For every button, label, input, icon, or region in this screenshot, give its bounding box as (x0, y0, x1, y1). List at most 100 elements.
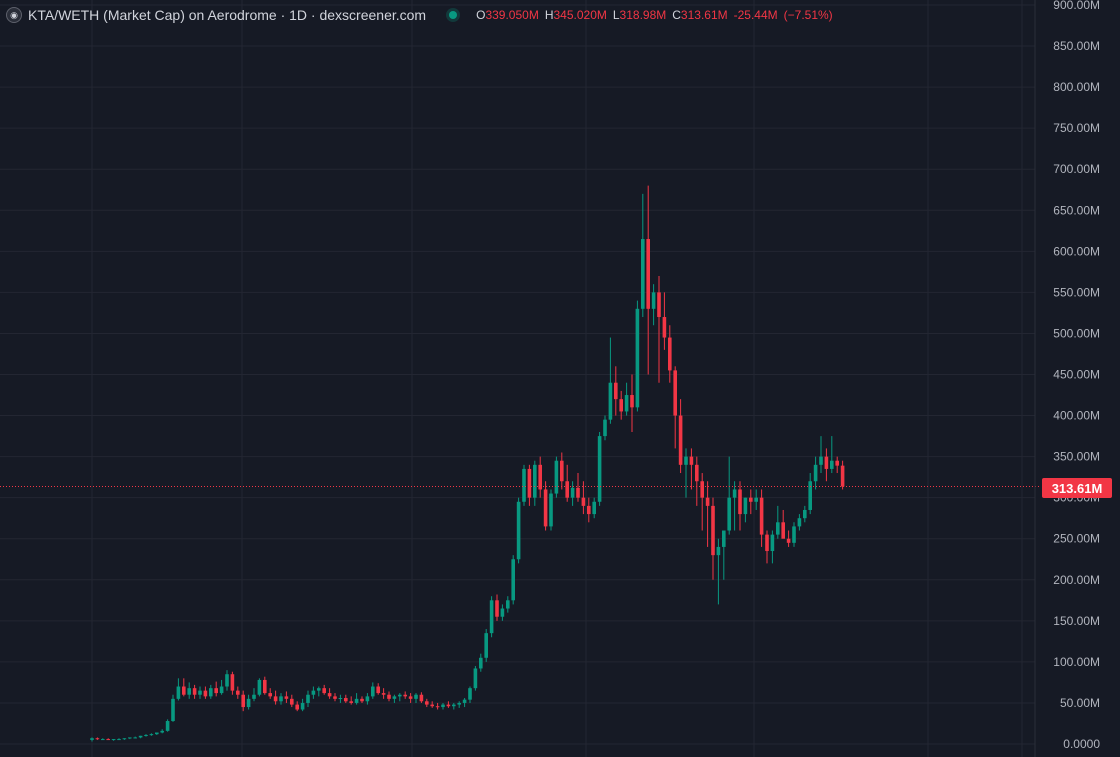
candle (641, 193, 645, 318)
candle-body (225, 674, 229, 687)
candle (452, 702, 456, 710)
candle (349, 696, 353, 705)
candle-body (592, 501, 596, 515)
chart-title: KTA/WETH (Market Cap) on Aerodrome · 1D … (28, 7, 427, 23)
candle (560, 452, 564, 490)
candle-body (705, 497, 710, 506)
candle (549, 489, 553, 531)
candle-body (722, 530, 726, 547)
candle (711, 497, 715, 580)
candle (360, 696, 364, 703)
candle-body (133, 737, 137, 739)
candle-body (408, 696, 413, 699)
candle-body (106, 739, 110, 741)
candle (489, 596, 494, 638)
candle (700, 473, 704, 531)
live-status-dot-icon (446, 8, 460, 22)
candle-body (425, 701, 429, 705)
change-value: -25.44M (733, 8, 778, 22)
candle (630, 374, 634, 432)
candle-body (603, 419, 607, 437)
y-tick-label: 50.00M (1060, 696, 1100, 710)
y-tick-label: 250.00M (1053, 532, 1100, 546)
candle (770, 530, 775, 564)
candle (290, 694, 294, 708)
candle (705, 481, 710, 547)
candle (684, 448, 688, 498)
candle-body (306, 694, 310, 703)
candle (381, 688, 386, 699)
candle (365, 693, 370, 705)
candle (338, 694, 343, 703)
candle (138, 735, 143, 739)
candle-body (360, 698, 364, 702)
candle-body (840, 465, 845, 487)
candle (306, 690, 310, 708)
candle (668, 325, 672, 383)
candle (678, 399, 683, 474)
candle-body (738, 489, 742, 515)
candle-body (506, 600, 510, 609)
candle (376, 683, 380, 695)
y-tick-label: 150.00M (1053, 614, 1100, 628)
y-tick-label: 800.00M (1053, 80, 1100, 94)
candle (657, 275, 661, 383)
candle (624, 382, 629, 416)
candle-body (398, 694, 402, 697)
y-tick-label: 200.00M (1053, 573, 1100, 587)
candle-body (122, 738, 127, 740)
candle-body (673, 370, 677, 416)
candle-body (246, 698, 251, 708)
candle (171, 694, 175, 722)
candle (581, 481, 586, 515)
candle-body (257, 679, 262, 695)
y-tick-label: 700.00M (1053, 162, 1100, 176)
high-value: 345.020M (553, 8, 607, 22)
y-tick-label: 600.00M (1053, 244, 1100, 258)
candle (273, 690, 278, 705)
chart-legend: ◉ KTA/WETH (Market Cap) on Aerodrome · 1… (6, 5, 839, 25)
candle (155, 732, 159, 735)
candle-body (317, 688, 321, 691)
y-tick-label: 650.00M (1053, 203, 1100, 217)
candle-body (695, 464, 699, 482)
candle (311, 686, 316, 699)
high-key: H (544, 8, 554, 22)
candle (209, 684, 213, 699)
candle-body (155, 732, 159, 735)
candle-body (549, 493, 553, 527)
candle (322, 684, 326, 695)
candle (263, 676, 267, 695)
candle-body (468, 688, 472, 700)
candle (533, 460, 537, 506)
candle (835, 456, 839, 474)
price-axis[interactable]: 0.0000 50.00M 100.00M 150.00M 200.00M 250.00M… (1034, 0, 1100, 757)
candle (808, 473, 812, 515)
candle-body (668, 337, 672, 371)
candle (160, 729, 164, 734)
candle (732, 481, 737, 531)
candle-body (414, 694, 418, 699)
candle (446, 701, 451, 708)
candle-body (689, 456, 694, 465)
candle-body (576, 487, 580, 498)
candle-body (203, 690, 208, 697)
candle-body (117, 739, 121, 741)
candle-body (452, 704, 456, 707)
y-tick-label: 450.00M (1053, 368, 1100, 382)
candle-body (187, 688, 191, 695)
candle-body (160, 730, 164, 733)
candle-body (446, 704, 451, 707)
candle (317, 686, 321, 697)
candle (214, 681, 218, 697)
candle-body (354, 698, 359, 703)
candle (95, 737, 100, 740)
low-value: 318.98M (619, 8, 667, 22)
candle (392, 694, 397, 703)
grid-lines (0, 0, 1035, 757)
candle (781, 509, 785, 539)
candle-body (284, 696, 289, 699)
candle (252, 688, 256, 702)
candle (344, 694, 348, 703)
